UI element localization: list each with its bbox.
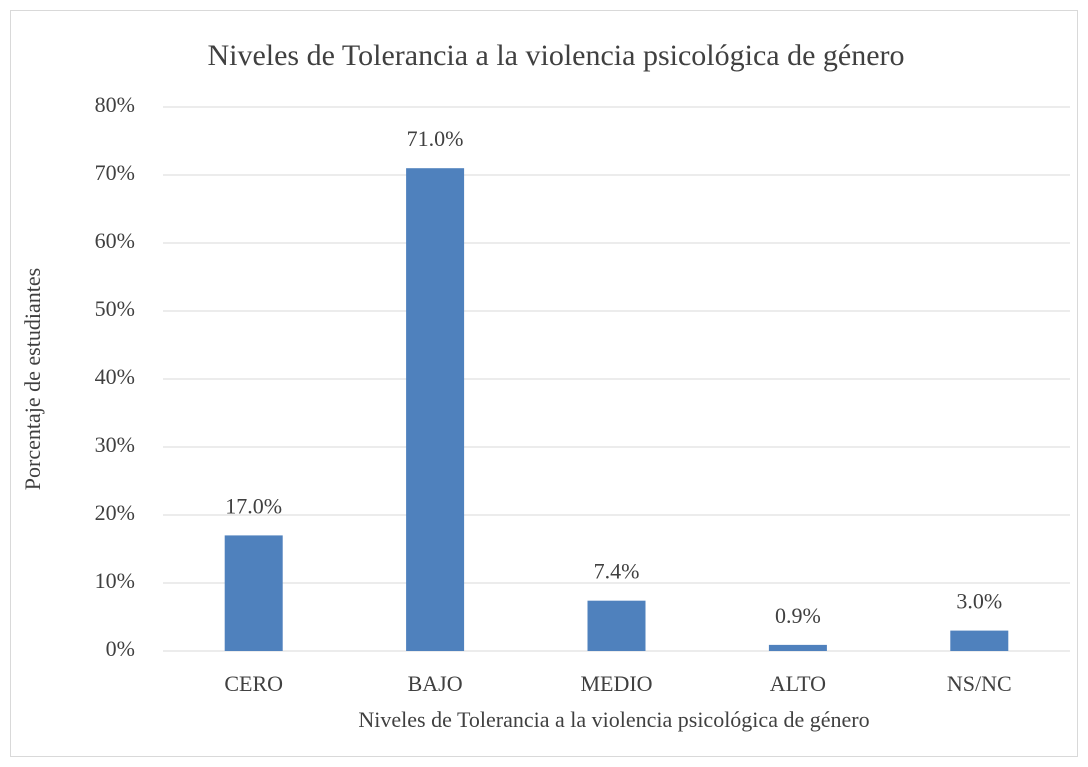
value-label: 0.9% [775, 603, 821, 628]
value-label: 3.0% [956, 589, 1002, 614]
y-tick-label: 20% [95, 500, 135, 525]
y-tick-label: 10% [95, 568, 135, 593]
y-tick-label: 0% [106, 636, 135, 661]
x-tick-label: ALTO [770, 671, 826, 696]
y-tick-label: 30% [95, 432, 135, 457]
bar [950, 630, 1009, 651]
bar [224, 535, 283, 651]
value-label: 71.0% [407, 126, 464, 151]
x-tick-label: CERO [224, 671, 283, 696]
y-tick-label: 70% [95, 160, 135, 185]
x-tick-label: NS/NC [947, 671, 1012, 696]
y-tick-label: 80% [95, 92, 135, 117]
y-tick-label: 50% [95, 296, 135, 321]
y-tick-label: 40% [95, 364, 135, 389]
value-label: 17.0% [225, 493, 282, 518]
bar [587, 600, 646, 651]
x-tick-label: BAJO [408, 671, 463, 696]
bar [406, 168, 465, 651]
bar [768, 644, 827, 651]
x-tick-label: MEDIO [580, 671, 652, 696]
y-axis-title: Porcentaje de estudiantes [20, 268, 45, 490]
x-axis-title: Niveles de Tolerancia a la violencia psi… [358, 707, 869, 732]
chart-title: Niveles de Tolerancia a la violencia psi… [207, 39, 904, 72]
y-tick-label: 60% [95, 228, 135, 253]
chart-border [10, 10, 1078, 757]
value-label: 7.4% [594, 559, 640, 584]
